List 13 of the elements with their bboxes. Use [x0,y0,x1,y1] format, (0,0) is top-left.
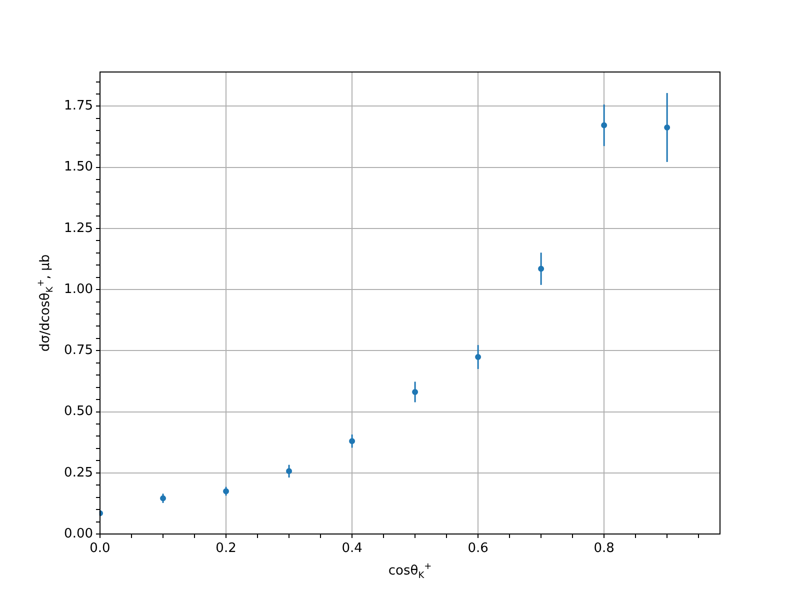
y-tick-label: 1.00 [64,282,93,297]
y-tick-label: 1.50 [64,160,93,175]
y-tick-label: 0.00 [64,526,93,542]
y-tick-label: 1.25 [64,220,93,236]
y-tick-label: 0.25 [64,465,93,480]
y-tick-label: 0.75 [64,343,93,358]
x-tick-label: 0.8 [594,541,614,556]
x-tick-label: 0.2 [216,541,236,556]
x-tick-label: 0.0 [90,541,110,556]
y-tick-label: 1.75 [64,98,93,114]
x-tick-label: 0.6 [468,541,488,556]
x-tick-label: 0.4 [342,541,362,556]
y-tick-label: 0.50 [64,404,93,420]
